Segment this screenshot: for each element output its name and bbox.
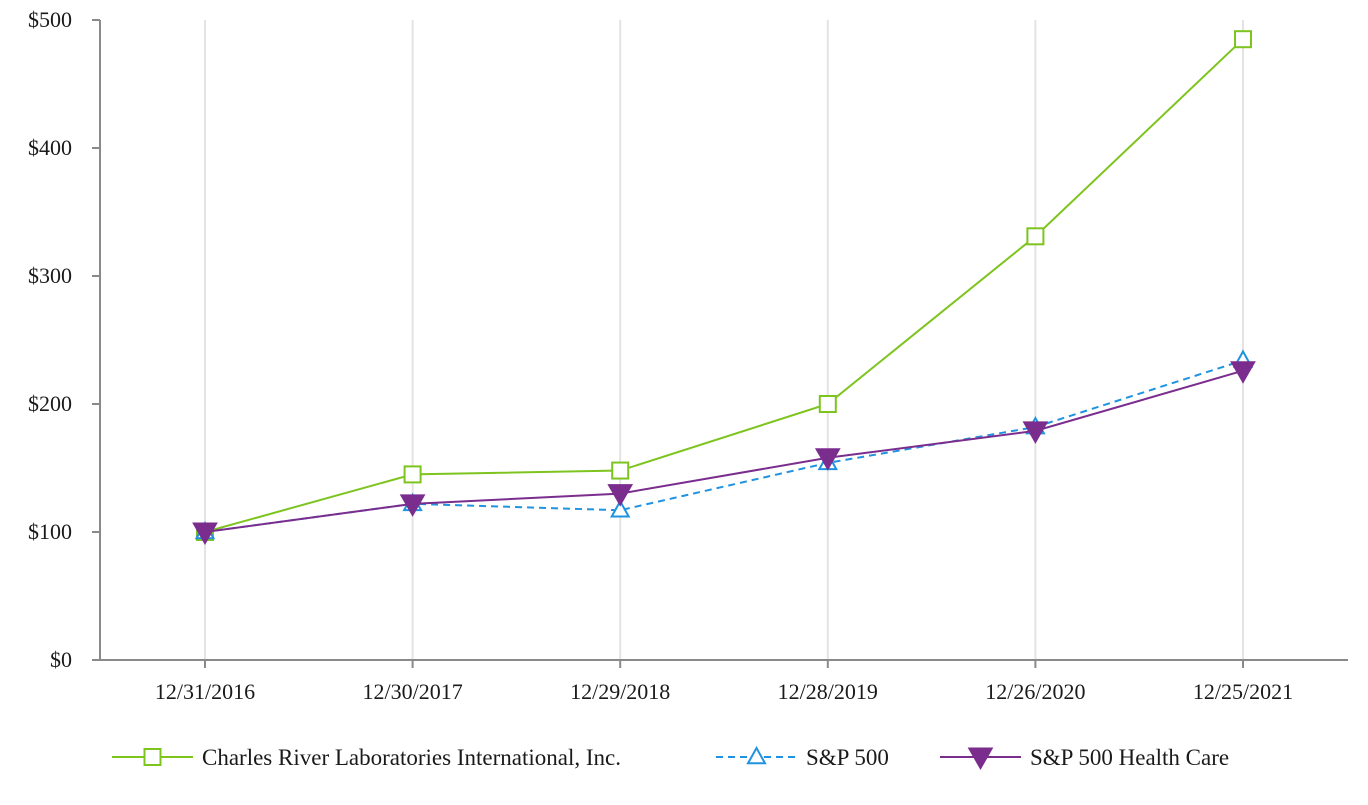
- y-tick-label: $200: [28, 391, 72, 416]
- data-point: [818, 395, 837, 413]
- series-line: [204, 359, 1244, 533]
- legend-item-3: S&P 500 Health Care: [940, 745, 1229, 771]
- data-point: [192, 522, 218, 546]
- x-tick-label: 12/31/2016: [155, 679, 255, 704]
- y-tick-label: $300: [28, 263, 72, 288]
- series-line: [204, 369, 1244, 533]
- legend-label: S&P 500 Health Care: [1030, 745, 1229, 770]
- data-point: [1022, 421, 1049, 444]
- data-point: [611, 461, 630, 480]
- y-tick-label: $0: [50, 647, 72, 672]
- data-point: [403, 465, 422, 484]
- legend-marker: [143, 748, 162, 766]
- legend-label: Charles River Laboratories International…: [202, 745, 621, 770]
- legend: Charles River Laboratories International…: [112, 745, 1229, 771]
- legend-item-2: S&P 500: [716, 745, 889, 770]
- data-point: [607, 484, 634, 507]
- y-tick-label: $500: [28, 7, 72, 32]
- x-tick-label: 12/26/2020: [985, 679, 1085, 704]
- series-layer: [192, 30, 1256, 546]
- x-tick-label: 12/29/2018: [570, 679, 670, 704]
- data-point: [610, 499, 631, 518]
- data-point: [814, 448, 841, 471]
- legend-marker: [746, 745, 767, 765]
- series-2: [194, 349, 1254, 540]
- series-line: [204, 38, 1244, 533]
- data-point: [1026, 227, 1045, 246]
- series-3: [192, 361, 1256, 546]
- y-tick-label: $100: [28, 519, 72, 544]
- y-tick-label: $400: [28, 135, 72, 160]
- data-point: [1234, 30, 1252, 49]
- x-tick-label: 12/25/2021: [1193, 679, 1293, 704]
- data-point: [399, 494, 426, 517]
- axes: $0 $100 $200 $300 $400 $500 12/31/2016 12/30/20…: [28, 7, 1348, 704]
- x-tick-label: 12/28/2019: [778, 679, 878, 704]
- legend-marker: [967, 747, 994, 771]
- legend-item-1: Charles River Laboratories International…: [112, 745, 621, 770]
- series-1: [196, 30, 1252, 541]
- grid-lines: [204, 20, 1244, 660]
- x-tick-label: 12/30/2017: [362, 679, 462, 704]
- legend-label: S&P 500: [806, 745, 889, 770]
- data-point: [1230, 361, 1256, 384]
